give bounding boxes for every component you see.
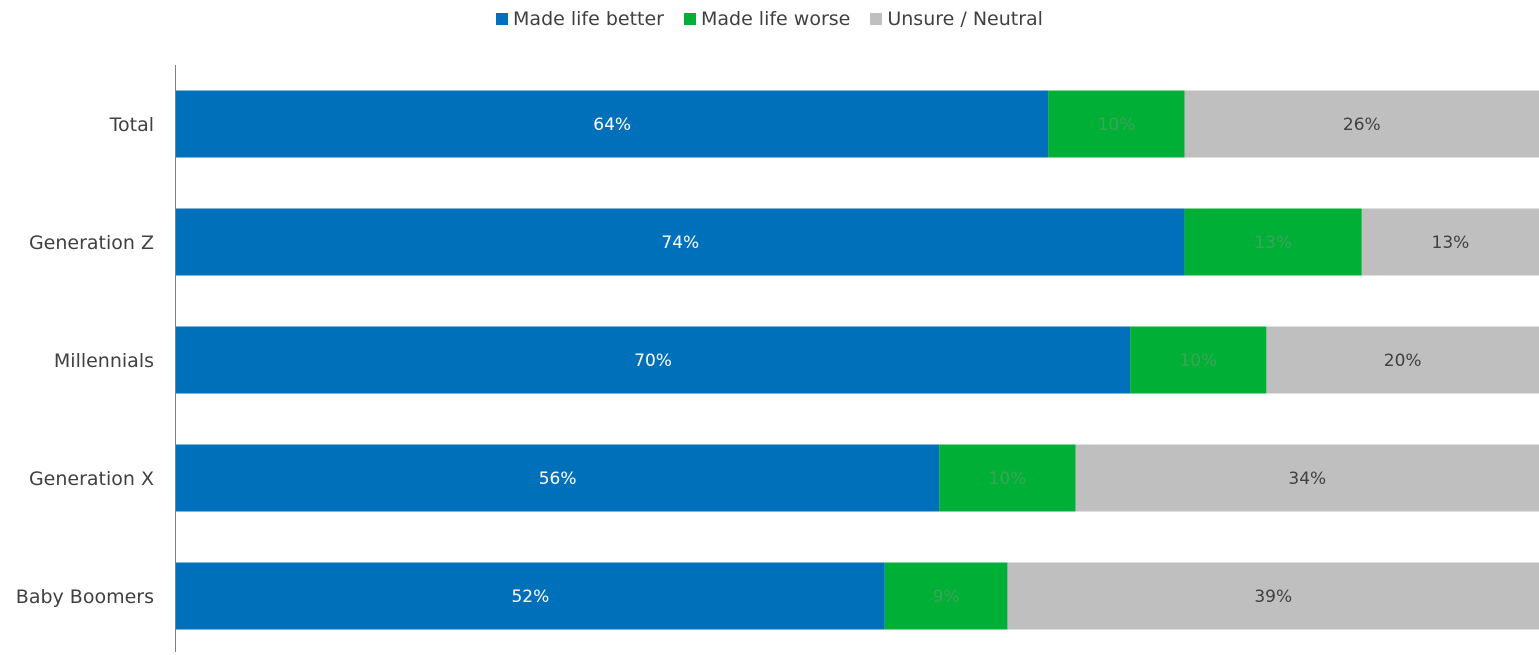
data-label-baby-boomers-unsure-neutral: 39% xyxy=(1254,587,1292,607)
legend-swatch-neutral xyxy=(870,13,883,25)
bar-millennials-made-life-better xyxy=(176,326,1131,394)
bar-baby-boomers-unsure-neutral xyxy=(1007,562,1539,630)
data-label-generation-x-made-life-better: 56% xyxy=(539,469,577,489)
data-label-baby-boomers-made-life-better: 52% xyxy=(511,587,549,607)
data-label-generation-x-unsure-neutral: 34% xyxy=(1288,469,1326,489)
bar-millennials-made-life-worse xyxy=(1130,326,1267,394)
bar-generation-x-made-life-worse xyxy=(939,444,1076,512)
data-label-millennials-made-life-worse: 10% xyxy=(1179,351,1217,371)
data-label-generation-z-made-life-worse: 13% xyxy=(1254,233,1292,253)
bar-generation-z-unsure-neutral xyxy=(1361,208,1539,276)
category-label-millennials: Millennials xyxy=(54,350,154,372)
bar-total-made-life-better xyxy=(176,90,1049,158)
bar-generation-z-made-life-better xyxy=(176,208,1185,276)
legend-swatch-better xyxy=(496,13,509,25)
bar-millennials-unsure-neutral xyxy=(1266,326,1539,394)
legend-item-worse: Made life worse xyxy=(683,8,851,30)
legend-label-worse: Made life worse xyxy=(700,8,851,30)
category-label-generation-x: Generation X xyxy=(29,468,154,490)
legend-swatch-worse xyxy=(683,13,696,25)
data-label-millennials-made-life-better: 70% xyxy=(634,351,672,371)
legend-label-better: Made life better xyxy=(513,8,664,30)
data-label-millennials-unsure-neutral: 20% xyxy=(1384,351,1422,371)
bar-baby-boomers-made-life-worse xyxy=(884,562,1008,630)
data-label-generation-z-unsure-neutral: 13% xyxy=(1432,233,1470,253)
bar-baby-boomers-made-life-better xyxy=(176,562,885,630)
legend-item-neutral: Unsure / Neutral xyxy=(870,8,1043,30)
bar-generation-x-made-life-better xyxy=(176,444,940,512)
bar-generation-x-unsure-neutral xyxy=(1075,444,1539,512)
data-label-generation-x-made-life-worse: 10% xyxy=(989,469,1027,489)
category-label-total: Total xyxy=(109,114,154,136)
data-label-total-made-life-worse: 10% xyxy=(1098,115,1136,135)
category-label-generation-z: Generation Z xyxy=(29,232,154,254)
data-label-total-unsure-neutral: 26% xyxy=(1343,115,1381,135)
data-label-total-made-life-better: 64% xyxy=(593,115,631,135)
bar-total-unsure-neutral xyxy=(1184,90,1539,158)
legend-label-neutral: Unsure / Neutral xyxy=(887,8,1043,30)
data-label-generation-z-made-life-better: 74% xyxy=(661,233,699,253)
category-label-baby-boomers: Baby Boomers xyxy=(16,586,154,608)
legend-item-better: Made life better xyxy=(496,8,664,30)
data-label-baby-boomers-made-life-worse: 9% xyxy=(933,587,960,607)
bar-generation-z-made-life-worse xyxy=(1184,208,1362,276)
bar-total-made-life-worse xyxy=(1048,90,1185,158)
chart-legend: Made life better Made life worse Unsure … xyxy=(0,6,1539,32)
